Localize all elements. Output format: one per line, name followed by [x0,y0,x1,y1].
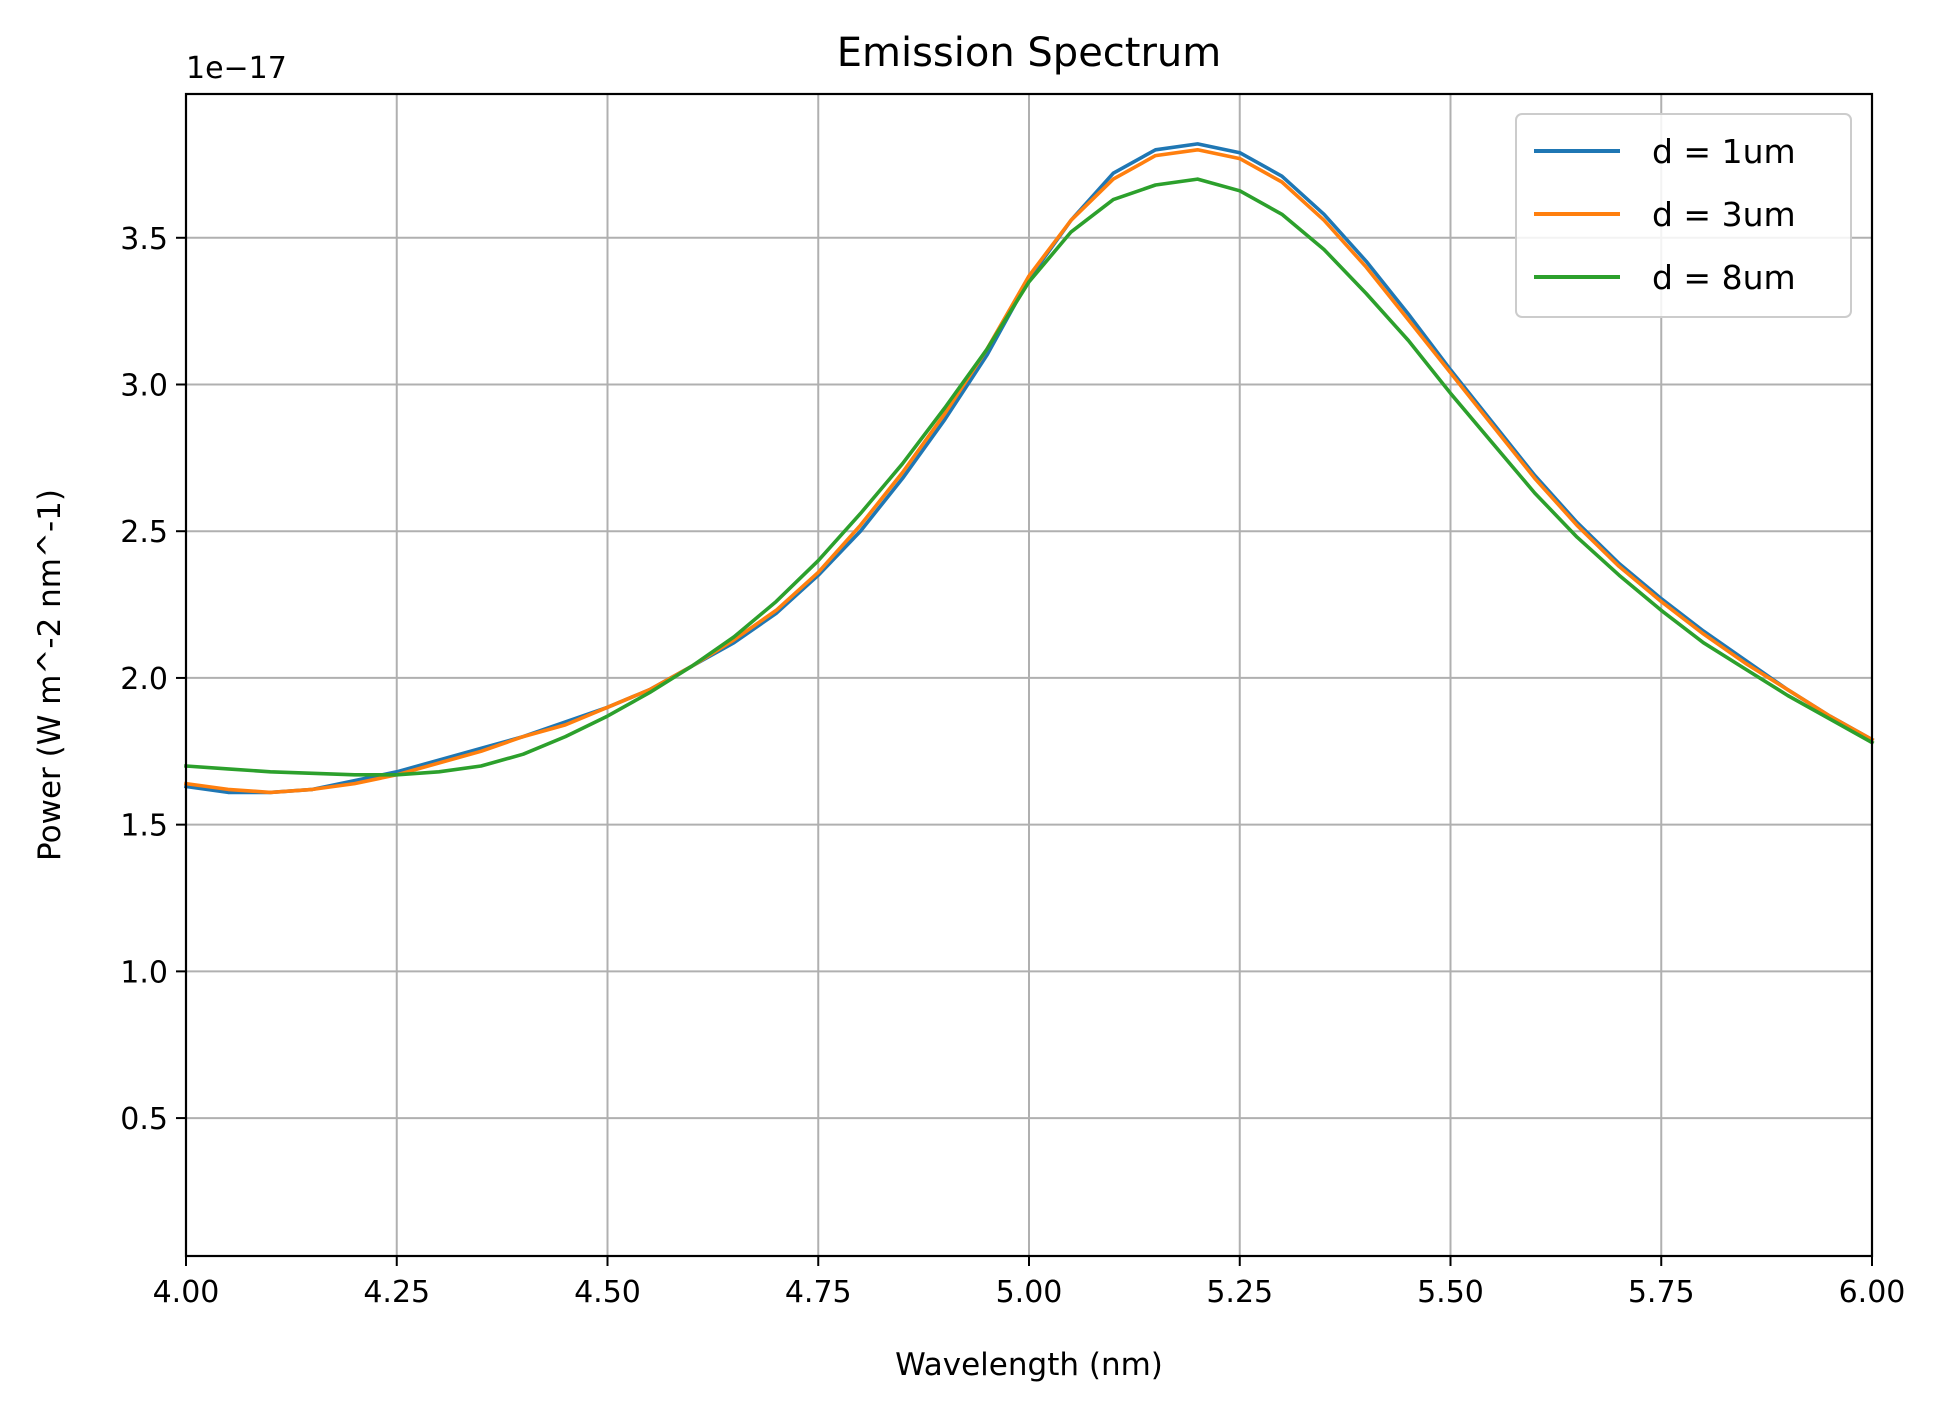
series-line-2 [183,148,1875,795]
y-tick-label: 2.5 [120,515,168,550]
y-tick-label: 3.0 [120,369,168,404]
y-axis-label: Power (W m^-2 nm^-1) [32,489,68,861]
legend-label-2: d = 3um [1652,195,1796,234]
y-tick-label: 1.0 [120,955,168,990]
y-tick-label: 1.5 [120,809,168,844]
x-axis-label: Wavelength (nm) [895,1347,1163,1383]
legend-entries: d = 1um d = 3um d = 8um [1534,132,1796,297]
legend-label-3: d = 8um [1652,258,1796,297]
chart-title: Emission Spectrum [837,30,1222,76]
x-tick-label: 5.50 [1417,1275,1484,1310]
legend: d = 1um d = 3um d = 8um [1515,113,1852,318]
legend-label-1: d = 1um [1652,132,1796,171]
x-tick-label: 4.75 [785,1275,852,1310]
y-tick-label: 3.5 [120,222,168,257]
x-tick-label: 4.00 [153,1275,220,1310]
x-tick-label: 6.00 [1839,1275,1906,1310]
y-tick-label: 0.5 [120,1102,168,1137]
x-tick-label: 4.50 [574,1275,641,1310]
legend-box [1515,113,1852,318]
x-tick-label: 5.75 [1628,1275,1695,1310]
series-line-3 [184,177,1875,777]
y-tick-label: 2.0 [120,662,168,697]
y-offset-label: 1e−17 [186,51,287,86]
x-axis: 4.00 4.25 4.50 4.75 5.00 5.25 5.50 5.75 6.00 [153,1256,1906,1310]
x-tick-label: 5.25 [1206,1275,1273,1310]
y-axis: 0.5 1.0 1.5 2.0 2.5 3.0 3.5 [120,222,186,1137]
x-tick-label: 4.25 [363,1275,430,1310]
x-tick-label: 5.00 [996,1275,1063,1310]
series-lines [183,142,1875,795]
